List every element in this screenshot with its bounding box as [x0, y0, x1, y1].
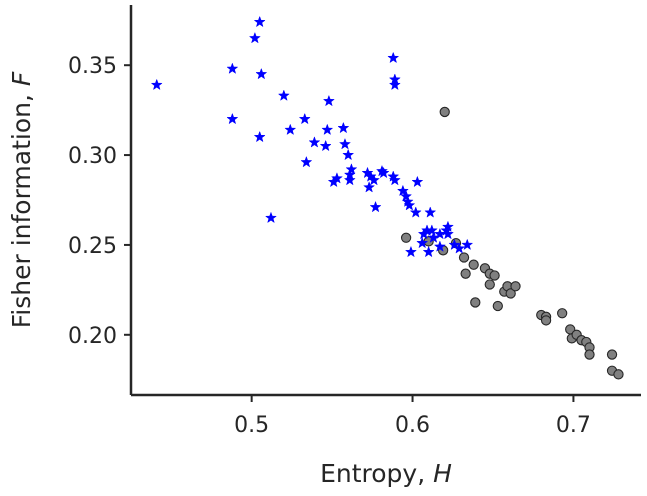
star-point — [337, 121, 350, 134]
circle-point — [557, 308, 568, 319]
axis-labels: Entropy, H Fisher information, F — [7, 71, 452, 488]
star-point — [411, 175, 424, 188]
star-point — [330, 172, 343, 184]
circle-point — [470, 297, 481, 308]
circle-point — [489, 270, 500, 281]
star-point — [387, 51, 400, 64]
star-point — [369, 200, 382, 213]
circle-point — [468, 259, 479, 270]
circle-point — [458, 252, 470, 263]
star-point — [388, 173, 401, 186]
star-point — [403, 199, 416, 211]
star-point — [367, 173, 380, 186]
star-point — [298, 112, 311, 125]
circle-point — [484, 279, 495, 290]
circle-point — [540, 315, 552, 326]
star-point — [321, 123, 334, 136]
star-point — [248, 31, 261, 44]
star-point — [377, 166, 390, 179]
star-point — [433, 240, 446, 252]
star-point — [345, 163, 358, 175]
circle-point — [584, 349, 595, 360]
x-axis-label: Entropy, H — [320, 459, 452, 488]
star-point — [253, 15, 266, 28]
x-tick-label: 0.6 — [395, 413, 430, 438]
star-point — [253, 130, 266, 143]
star-point — [255, 67, 268, 80]
star-point — [388, 78, 401, 91]
x-tick-label: 0.7 — [556, 413, 591, 438]
star-point — [322, 94, 335, 107]
star-point — [363, 181, 376, 193]
star-point — [461, 238, 474, 251]
star-point — [277, 89, 290, 101]
axes: 0.5 0.6 0.7 0.20 0.25 0.30 0.35 — [68, 5, 641, 438]
star-point — [441, 227, 454, 240]
circle-point — [439, 106, 450, 118]
star-point — [416, 236, 429, 249]
circle-point — [460, 268, 471, 279]
star-point — [409, 206, 422, 218]
y-tick-label: 0.30 — [68, 144, 117, 169]
star-point — [319, 139, 332, 152]
circle-point — [492, 300, 503, 312]
star-point — [404, 245, 417, 258]
x-tick-label: 0.5 — [234, 413, 269, 438]
star-point — [424, 206, 437, 218]
star-point — [226, 62, 239, 74]
circle-point — [606, 349, 618, 360]
circle-point — [505, 288, 516, 299]
star-point — [284, 123, 297, 136]
y-tick-label: 0.35 — [68, 54, 117, 79]
y-tick-label: 0.25 — [68, 234, 117, 259]
star-point — [308, 136, 321, 148]
star-point — [400, 190, 413, 202]
data-points — [150, 15, 624, 380]
star-point — [425, 224, 438, 236]
star-point — [453, 242, 466, 254]
star-point — [342, 148, 355, 161]
circle-point — [510, 281, 521, 292]
star-point — [264, 211, 277, 224]
star-point — [338, 137, 351, 150]
star-point — [343, 173, 356, 186]
y-tick-label: 0.20 — [68, 324, 117, 349]
star-point — [150, 78, 163, 91]
star-point — [422, 245, 435, 258]
y-axis-label: Fisher information, F — [7, 71, 36, 328]
circle-point — [400, 232, 412, 243]
star-point — [226, 112, 239, 125]
star-point — [300, 155, 313, 168]
circle-point — [613, 369, 624, 380]
star-point — [396, 184, 409, 197]
